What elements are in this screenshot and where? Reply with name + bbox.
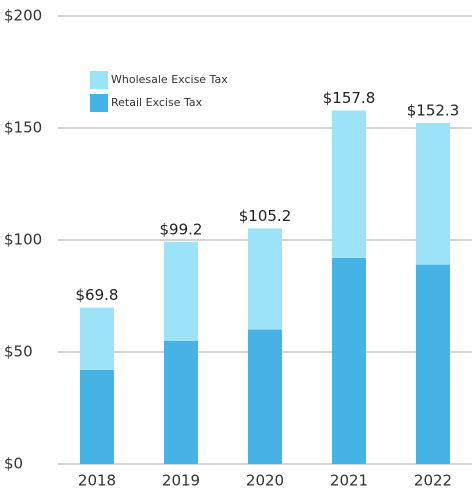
bar-segment (80, 307, 114, 370)
bar-segment (164, 340, 198, 464)
y-tick-label: $100 (4, 231, 42, 249)
bar-segment (416, 264, 450, 464)
x-tick-label: 2020 (246, 472, 284, 490)
bar-segment (164, 241, 198, 341)
bar-segment (80, 369, 114, 464)
y-tick-label: $150 (4, 119, 42, 137)
bar-segment (332, 257, 366, 464)
legend-swatch (90, 94, 108, 112)
x-tick-label: 2022 (414, 472, 452, 490)
total-label: $152.3 (407, 101, 460, 119)
x-tick-label: 2021 (330, 472, 368, 490)
y-tick-label: $0 (4, 455, 23, 473)
total-label: $99.2 (160, 220, 203, 238)
y-tick-label: $50 (4, 343, 33, 361)
bar-segment (248, 228, 282, 330)
x-tick-label: 2018 (78, 472, 116, 490)
y-tick-label: $200 (4, 7, 42, 25)
legend-label: Wholesale Excise Tax (111, 73, 228, 86)
total-label: $157.8 (323, 89, 376, 107)
total-label: $69.8 (76, 286, 119, 304)
bar-segment (248, 329, 282, 464)
bar-segment (332, 110, 366, 258)
bar-segment (416, 122, 450, 265)
legend-label: Retail Excise Tax (111, 96, 203, 109)
legend-swatch (90, 71, 108, 89)
x-tick-label: 2019 (162, 472, 200, 490)
total-label: $105.2 (239, 207, 292, 225)
